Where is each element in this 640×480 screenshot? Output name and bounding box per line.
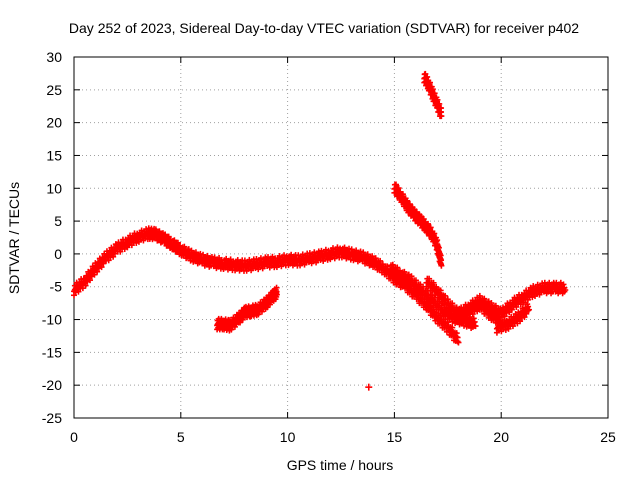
data-points [71,70,569,391]
data-point [384,263,391,270]
data-point [372,255,379,262]
y-tick-label: -10 [42,312,62,328]
data-point [449,300,456,307]
data-point [481,295,488,302]
data-point [401,268,408,275]
data-point [426,275,433,282]
data-point [476,292,483,299]
y-tick-label: 10 [46,180,62,196]
x-tick-label: 15 [387,429,403,445]
chart-title: Day 252 of 2023, Sidereal Day-to-day VTE… [69,20,579,36]
data-point [377,257,384,264]
data-point [488,300,495,307]
plot-frame [73,56,609,419]
y-tick-label: -15 [42,344,62,360]
data-point [472,323,479,330]
x-tick-label: 5 [177,429,185,445]
data-point [470,315,477,322]
y-tick-label: -20 [42,377,62,393]
x-axis-label: GPS time / hours [287,457,394,473]
data-point [471,318,478,325]
data-point [525,303,532,310]
y-tick-label: 0 [54,246,62,262]
data-point [449,324,456,331]
y-tick-label: 5 [54,213,62,229]
y-tick-label: 20 [46,115,62,131]
data-point [492,302,499,309]
y-tick-label: 25 [46,82,62,98]
data-point [442,292,449,299]
tick-labels: 0 5 10 15 20 25 -25 -20 -15 -10 -5 0 5 10 15 20 25 30 [42,49,616,445]
data-point [455,339,462,346]
data-point [454,334,461,341]
y-axis-label: SDTVAR / TECUs [6,182,22,294]
data-point [444,296,451,303]
y-tick-label: 15 [46,147,62,163]
data-point [389,261,396,268]
data-point [408,273,415,280]
axis-ticks [73,56,609,419]
data-point [412,277,419,284]
x-tick-label: 0 [70,429,78,445]
x-tick-label: 10 [280,429,296,445]
data-point [560,281,567,288]
x-tick-label: 20 [493,429,509,445]
y-tick-label: -25 [42,410,62,426]
data-point [453,330,460,337]
y-tick-label: 30 [46,49,62,65]
data-point [525,306,532,313]
data-point [430,279,437,286]
data-point [562,287,569,294]
data-point [181,243,188,250]
data-point [394,264,401,271]
x-tick-label: 25 [600,429,616,445]
y-tick-label: -5 [50,279,63,295]
data-point [437,287,444,294]
grid [74,57,608,418]
